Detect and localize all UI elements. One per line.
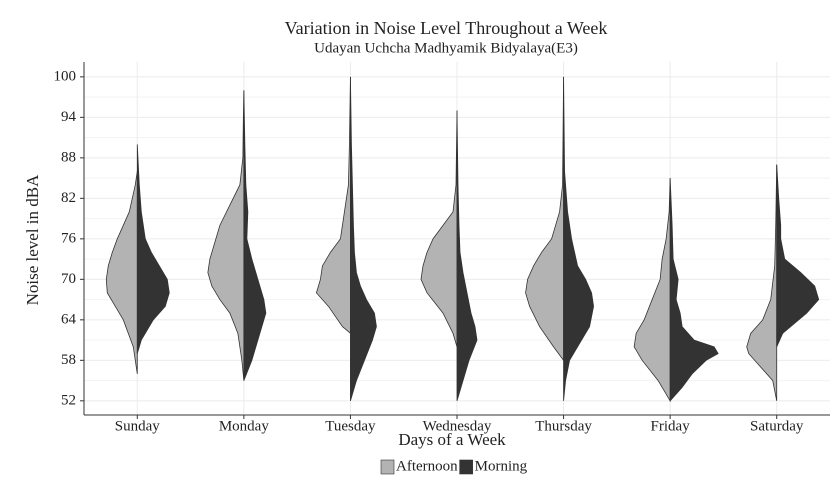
violin-half: [525, 76, 564, 362]
x-tick-label: Monday: [219, 418, 269, 434]
chart-title: Variation in Noise Level Throughout a We…: [285, 18, 608, 38]
x-tick-label: Sunday: [115, 418, 161, 434]
violin-half: [207, 90, 245, 381]
chart-subtitle: Udayan Uchcha Madhyamik Bidyalaya(E3): [314, 40, 578, 56]
violin-half: [105, 171, 138, 374]
legend-label: Afternoon: [396, 458, 458, 474]
y-tick-label: 100: [54, 68, 77, 84]
x-axis-title: Days of a Week: [398, 430, 506, 449]
violin-half: [746, 164, 778, 401]
y-tick-label: 82: [61, 190, 76, 206]
violin-half: [315, 76, 351, 335]
legend-swatch: [459, 459, 473, 475]
x-tick-label: Saturday: [750, 418, 804, 434]
y-tick-label: 58: [61, 352, 76, 368]
violin-half: [420, 110, 458, 347]
legend-swatch: [380, 459, 395, 475]
violin-half: [633, 178, 671, 403]
x-tick-label: Thursday: [535, 418, 592, 434]
x-tick-label: Friday: [651, 418, 691, 434]
y-axis-title: Noise level in dBA: [23, 174, 42, 306]
y-tick-label: 52: [61, 392, 76, 408]
violin-half: [136, 144, 170, 354]
violin-half: [350, 76, 377, 401]
violin-half: [669, 178, 719, 402]
y-tick-label: 94: [61, 109, 77, 125]
violin-half: [776, 164, 820, 347]
y-tick-label: 76: [61, 230, 77, 246]
violin-half: [456, 110, 478, 401]
x-tick-label: Wednesday: [423, 418, 492, 434]
violin-half: [243, 90, 267, 381]
y-tick-label: 64: [61, 311, 77, 327]
violin-half: [563, 76, 594, 401]
legend-label: Morning: [475, 458, 528, 474]
x-tick-label: Tuesday: [325, 418, 376, 434]
y-tick-label: 70: [61, 271, 76, 287]
y-tick-label: 88: [61, 149, 76, 165]
